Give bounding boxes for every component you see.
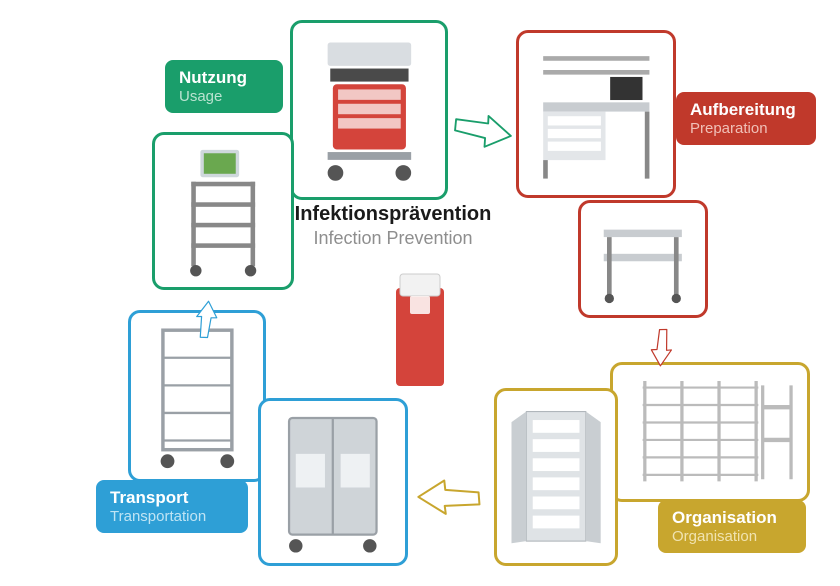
organisation-image-1 bbox=[610, 362, 810, 502]
organisation-label: OrganisationOrganisation bbox=[658, 500, 806, 553]
usage-label-de: Nutzung bbox=[179, 68, 269, 88]
arrow-preparation-to-organisation bbox=[633, 325, 691, 370]
preparation-label-en: Preparation bbox=[690, 120, 802, 137]
center-title-en: Infection Prevention bbox=[278, 227, 508, 250]
dispenser-graphic bbox=[390, 270, 450, 390]
transport-image-2 bbox=[258, 398, 408, 566]
arrow-usage-to-preparation bbox=[449, 104, 518, 156]
usage-image-2 bbox=[152, 132, 294, 290]
preparation-image-2 bbox=[578, 200, 708, 318]
transport-label-de: Transport bbox=[110, 488, 234, 508]
arrow-transport-to-usage bbox=[176, 296, 236, 343]
preparation-label: AufbereitungPreparation bbox=[676, 92, 816, 145]
transport-label-en: Transportation bbox=[110, 508, 234, 525]
preparation-image-1 bbox=[516, 30, 676, 198]
center-title-de: Infektionsprävention bbox=[278, 202, 508, 227]
usage-label: NutzungUsage bbox=[165, 60, 283, 113]
preparation-label-de: Aufbereitung bbox=[690, 100, 802, 120]
organisation-label-de: Organisation bbox=[672, 508, 792, 528]
arrow-organisation-to-transport bbox=[413, 477, 484, 519]
organisation-label-en: Organisation bbox=[672, 528, 792, 545]
center-title: Infektionsprävention Infection Preventio… bbox=[278, 202, 508, 250]
organisation-image-2 bbox=[494, 388, 618, 566]
transport-label: TransportTransportation bbox=[96, 480, 248, 533]
usage-label-en: Usage bbox=[179, 88, 269, 105]
usage-image-1 bbox=[290, 20, 448, 200]
